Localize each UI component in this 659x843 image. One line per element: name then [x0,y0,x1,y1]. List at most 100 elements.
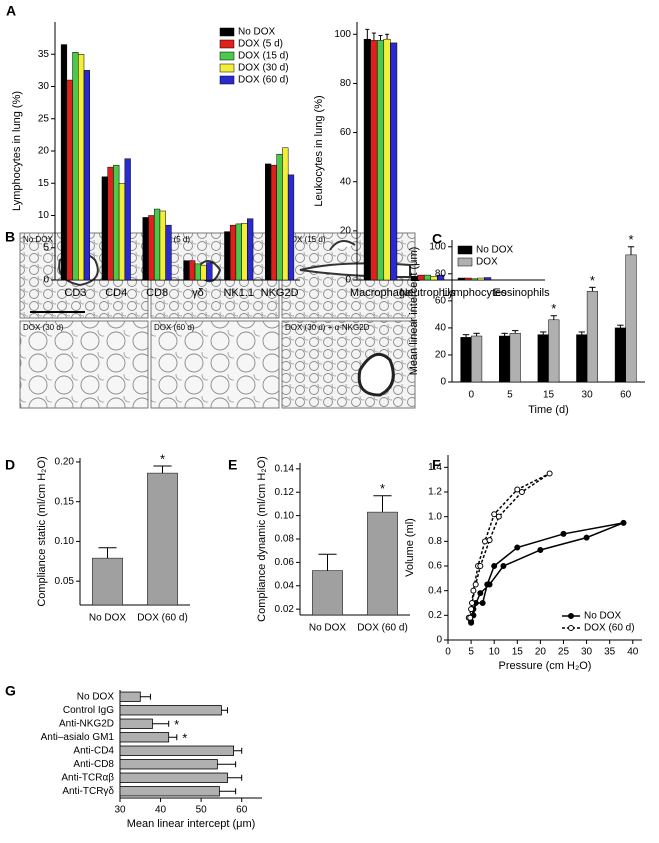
x-tick-label: CD3 [64,287,86,299]
x-tick-label: NK1.1 [223,287,254,299]
significance: * [182,731,187,746]
bar [241,222,248,281]
bar [159,210,166,281]
point [469,600,476,606]
legend-label: No DOX [476,245,514,256]
point [468,606,475,613]
point [537,546,544,553]
point [491,563,498,569]
bar [83,70,90,281]
y-tick-label: 0 [436,635,442,646]
series-line [470,522,624,623]
y-axis-label: Compliance static (ml/cm H₂O) [36,456,48,606]
x-tick-label: γδ [192,287,204,299]
x-tick-label: No DOX [309,623,347,634]
panel-label: F [432,457,441,473]
bar [107,166,114,281]
x-tick-label: Macrophage [350,287,411,299]
legend-swatch [457,257,473,267]
legend-marker [568,613,574,619]
legend-swatch [219,39,235,49]
micrograph [281,320,416,409]
y-tick-label: 0.10 [275,510,295,521]
legend-label: DOX (15 d) [238,51,289,62]
y-tick-label: 0.2 [428,610,442,621]
bar [72,52,79,281]
panel-label: E [228,457,237,473]
legend-label: DOX (60 d) [584,623,635,634]
bar [119,732,170,743]
y-tick-label: 0.6 [428,561,442,572]
significance: * [174,717,179,732]
bar [312,570,343,616]
y-axis-label: Lymphocytes in lung (%) [11,91,23,211]
bar [118,183,126,281]
y-tick-label: Anti-TCRγδ [62,786,114,797]
micrograph-caption: No DOX [23,235,53,244]
bar [147,472,178,606]
y-tick-label: 0.05 [55,576,75,587]
airway [58,240,411,287]
micrograph-caption: DOX (5 d) [154,235,190,244]
bar [124,158,131,281]
bar [119,759,218,770]
y-tick-label: 20 [435,350,447,361]
point [486,537,493,544]
y-tick-label: 25 [38,113,50,124]
bar [276,153,283,281]
bar [287,174,295,281]
y-tick-label: No DOX [77,691,115,702]
x-tick-label: CD8 [146,287,168,299]
bar [78,54,85,281]
point [468,619,475,626]
y-tick-label: 15 [38,178,50,189]
series-line [468,472,551,618]
x-tick-label: Neutrophils [400,287,456,299]
x-axis-label: Time (d) [528,404,569,416]
legend-swatch [219,27,235,37]
micrograph-caption: DOX (15 d) [285,235,326,244]
bar [383,38,391,281]
y-tick-label: Anti–asialo GM1 [41,732,115,743]
bar [471,335,483,383]
y-tick-label: 0.04 [275,580,295,591]
point [479,600,486,606]
bar [113,164,120,281]
point [470,587,477,594]
x-tick-label: 60 [236,805,248,816]
bar [119,772,228,783]
bar [194,263,202,281]
x-tick-label: 5 [507,390,513,401]
bar [183,260,190,281]
point [620,519,627,526]
significance: * [551,301,556,316]
x-tick-label: NKG2D [261,287,299,299]
bar [229,224,237,281]
bar [142,217,149,281]
legend-swatch [219,63,235,73]
y-tick-label: 20 [340,225,352,236]
legend-label: DOX [476,257,498,268]
y-axis-label: Volume (ml) [404,518,416,577]
x-tick-label: Lymphocytes [442,287,507,299]
x-axis-label: Mean linear intercept (μm) [127,818,256,830]
airway [357,352,395,397]
y-tick-label: 100 [334,29,351,40]
x-tick-label: 5 [468,647,474,658]
bar [509,333,521,383]
y-axis-label: Mean linear intercept (μm) [408,247,420,376]
panel-label: B [5,229,15,245]
micrograph-caption: DOX (30 d) + α-NKG2D [285,323,370,332]
y-tick-label: 10 [38,210,50,221]
bar [165,224,172,281]
significance: * [160,451,165,466]
y-tick-label: 80 [435,268,447,279]
y-tick-label: 20 [38,146,50,157]
bar [499,335,511,383]
bar [537,334,549,383]
y-tick-label: Anti-CD8 [73,759,114,770]
y-tick-label: 0 [43,275,49,286]
point [495,513,502,520]
legend-label: DOX (5 d) [238,39,283,50]
bar [119,718,153,729]
